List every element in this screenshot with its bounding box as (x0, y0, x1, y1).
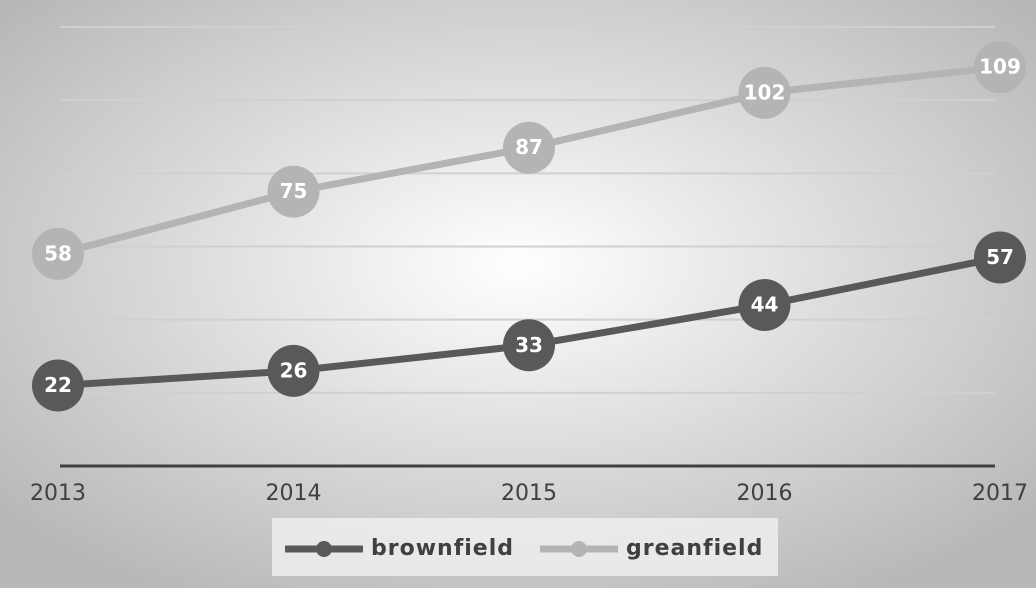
data-label: 26 (280, 358, 308, 382)
data-label: 58 (44, 241, 72, 265)
data-label: 33 (515, 333, 543, 357)
data-label: 109 (979, 55, 1021, 79)
point-marker (267, 344, 320, 397)
x-tick-label: 2013 (30, 481, 86, 506)
point-marker (267, 165, 320, 218)
data-label: 44 (751, 293, 779, 317)
point-marker (738, 279, 791, 332)
data-label: 57 (986, 245, 1014, 269)
point-marker (974, 231, 1026, 284)
x-tick-label: 2016 (737, 481, 793, 506)
x-tick-label: 2015 (501, 481, 557, 506)
point-marker (738, 66, 791, 119)
point-marker (974, 41, 1026, 94)
point-marker (503, 319, 555, 372)
x-tick-label: 2017 (972, 481, 1028, 506)
data-label: 87 (515, 135, 543, 159)
point-marker (32, 227, 84, 280)
data-label: 102 (744, 80, 786, 104)
legend-label: brownfield (371, 536, 514, 561)
point-marker (503, 121, 555, 174)
legend-label: greanfield (626, 536, 763, 561)
x-tick-label: 2014 (266, 481, 322, 506)
legend-swatch-marker (316, 541, 332, 557)
data-label: 75 (280, 179, 308, 203)
point-marker (32, 359, 84, 412)
legend-swatch-marker (571, 541, 587, 557)
data-label: 22 (44, 373, 72, 397)
